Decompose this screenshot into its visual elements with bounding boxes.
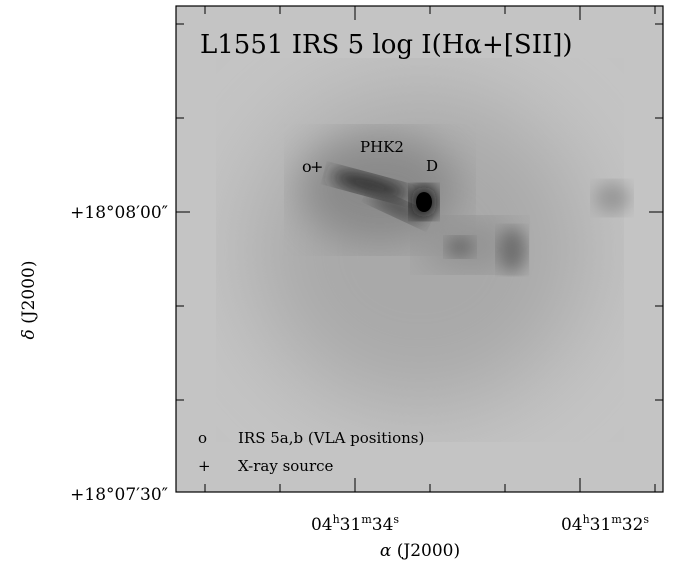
axis-ticks [176,6,663,492]
axis-symbol: δ [19,329,39,339]
part: h [333,513,340,526]
x-tick-label: 04h31m34s [311,513,399,535]
axis-label: (J2000) [19,261,39,324]
legend-symbol: o [198,429,207,447]
axis-label: (J2000) [397,541,460,561]
marker: + [310,157,323,176]
part: 04 [311,515,333,535]
axis-symbol: α [380,541,392,561]
y-tick-label: +18°08′00″ [70,203,168,223]
part: 04 [561,515,583,535]
part: m [611,513,622,526]
y-axis-label: δ (J2000) [19,261,39,340]
part: m [361,513,372,526]
marker: o [302,157,312,176]
legend-label: X-ray source [238,457,334,475]
part: 31 [340,515,362,535]
legend-label: IRS 5a,b (VLA positions) [238,429,424,447]
part: 31 [590,515,612,535]
part: s [643,513,649,526]
part: 32 [622,515,644,535]
x-axis-label: α (J2000) [380,541,460,561]
part: 34 [372,515,394,535]
annotation: PHK2 [360,138,404,156]
part: h [583,513,590,526]
frame [175,5,664,493]
part: s [393,513,399,526]
x-tick-label: 04h31m32s [561,513,649,535]
legend-symbol: + [198,457,211,475]
image [176,6,663,492]
annotation: D [426,157,438,175]
title: L1551 IRS 5 log I(Hα+[SII]) [200,30,573,60]
y-tick-label: +18°07′30″ [70,485,168,505]
